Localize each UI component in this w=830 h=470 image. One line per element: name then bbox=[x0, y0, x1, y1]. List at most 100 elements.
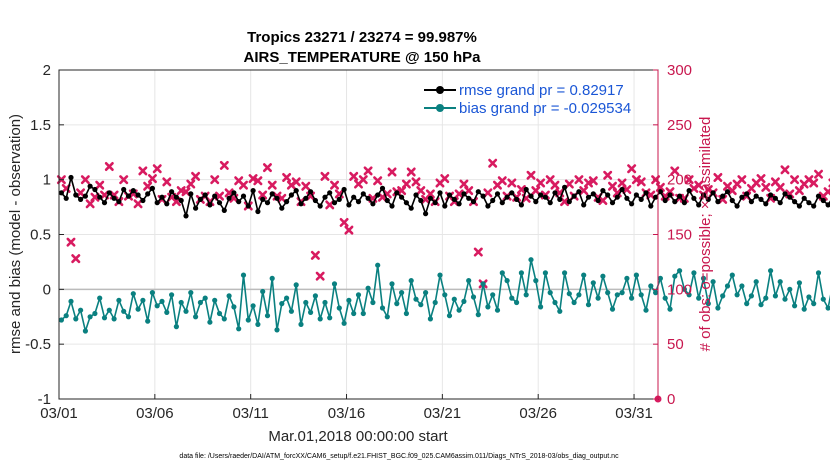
x-tick-label: 03/26 bbox=[519, 405, 557, 422]
bias-point bbox=[375, 262, 381, 268]
rmse-point bbox=[63, 195, 69, 201]
obs-assimilated-marker bbox=[80, 175, 90, 185]
bias-point bbox=[250, 303, 256, 309]
rmse-point bbox=[240, 193, 247, 199]
rmse-point bbox=[552, 190, 558, 196]
bias-point bbox=[145, 318, 151, 324]
rmse-point bbox=[792, 199, 798, 205]
rmse-point bbox=[648, 203, 654, 209]
rmse-point bbox=[384, 197, 390, 204]
rmse-point bbox=[221, 207, 227, 213]
bias-point bbox=[451, 296, 457, 302]
rmse-point bbox=[514, 196, 520, 202]
x-axis-label: Mar.01,2018 00:00:00 start bbox=[268, 428, 448, 445]
bias-point bbox=[768, 268, 774, 274]
rmse-point bbox=[375, 192, 381, 198]
bias-point bbox=[154, 303, 160, 309]
bias-point bbox=[73, 316, 79, 322]
rmse-point bbox=[298, 201, 304, 207]
rmse-point bbox=[451, 196, 457, 202]
rmse-point bbox=[734, 203, 740, 209]
bias-point bbox=[408, 278, 414, 284]
bias-point bbox=[490, 292, 496, 298]
rmse-point bbox=[763, 201, 769, 207]
obs-assimilated-marker bbox=[291, 177, 301, 187]
obs-assimilated-marker bbox=[809, 178, 819, 188]
rmse-point bbox=[609, 200, 616, 206]
bias-point bbox=[264, 313, 271, 319]
obs-assimilated-marker bbox=[574, 175, 584, 185]
rmse-point bbox=[365, 195, 371, 201]
bias-point bbox=[753, 279, 759, 285]
rmse-point bbox=[518, 202, 525, 208]
bias-point bbox=[111, 316, 117, 322]
obs-assimilated-marker bbox=[560, 197, 570, 207]
bias-point bbox=[461, 298, 467, 304]
bias-point bbox=[82, 328, 88, 334]
obs-assimilated-marker bbox=[181, 187, 191, 197]
obs-assimilated-marker bbox=[401, 179, 411, 189]
bias-point bbox=[772, 293, 779, 299]
bias-point bbox=[231, 304, 237, 310]
rmse-point bbox=[657, 189, 664, 195]
rmse-point bbox=[437, 190, 443, 196]
obs-assimilated-marker bbox=[737, 175, 747, 185]
rmse-point bbox=[341, 186, 347, 193]
obs-assimilated-marker bbox=[330, 180, 340, 190]
bias-point bbox=[648, 283, 654, 289]
bias-point bbox=[97, 295, 103, 301]
bias-point bbox=[279, 301, 285, 307]
rmse-point bbox=[87, 183, 93, 189]
rmse-point bbox=[796, 203, 803, 209]
rmse-point bbox=[101, 200, 108, 206]
bias-point bbox=[748, 293, 755, 299]
rmse-point bbox=[269, 191, 275, 197]
rmse-point bbox=[193, 205, 199, 211]
obs-assimilated-marker bbox=[579, 186, 589, 196]
rmse-point bbox=[279, 205, 285, 211]
obs-assimilated-marker bbox=[756, 174, 766, 184]
obs-assimilated-marker bbox=[315, 271, 325, 281]
rmse-point bbox=[782, 191, 788, 197]
bias-point bbox=[173, 324, 179, 330]
rmse-point bbox=[245, 203, 251, 209]
obs-assimilated-marker bbox=[133, 199, 143, 209]
rmse-point bbox=[624, 195, 630, 201]
legend-bias-marker bbox=[436, 104, 444, 112]
bias-point bbox=[446, 313, 453, 319]
obs-assimilated-marker bbox=[215, 191, 225, 201]
bias-point bbox=[653, 290, 659, 296]
obs-assimilated-marker bbox=[440, 174, 450, 184]
rmse-point bbox=[106, 190, 112, 196]
bias-point bbox=[528, 257, 534, 263]
bias-point bbox=[403, 310, 409, 317]
bias-point bbox=[820, 296, 826, 302]
bias-point bbox=[571, 299, 577, 306]
rmse-point bbox=[686, 188, 692, 194]
rmse-point bbox=[336, 196, 342, 202]
legend: rmse grand pr = 0.82917 bias grand pr = … bbox=[424, 82, 631, 117]
bias-point bbox=[485, 304, 491, 310]
bias-point bbox=[317, 316, 323, 322]
rmse-point bbox=[446, 192, 453, 198]
y-tick-label-right: 100 bbox=[667, 281, 692, 298]
obs-assimilated-marker bbox=[483, 188, 493, 198]
rmse-point bbox=[255, 208, 261, 215]
rmse-point bbox=[303, 195, 309, 201]
rmse-point bbox=[662, 197, 668, 204]
bias-point bbox=[260, 288, 266, 295]
bias-point bbox=[121, 308, 127, 314]
rmse-point bbox=[183, 213, 189, 219]
rmse-point bbox=[140, 197, 146, 204]
rmse-point bbox=[772, 195, 779, 201]
y-tick-label-right: 200 bbox=[667, 172, 692, 189]
bias-point bbox=[130, 291, 136, 297]
rmse-point bbox=[806, 200, 812, 206]
rmse-point bbox=[490, 197, 496, 204]
rmse-point bbox=[346, 202, 352, 208]
y-tick-label-right: 50 bbox=[667, 336, 684, 353]
obs-assimilated-marker bbox=[397, 186, 407, 196]
rmse-point bbox=[159, 194, 165, 200]
bias-point bbox=[720, 293, 726, 299]
bias-point bbox=[216, 310, 223, 317]
